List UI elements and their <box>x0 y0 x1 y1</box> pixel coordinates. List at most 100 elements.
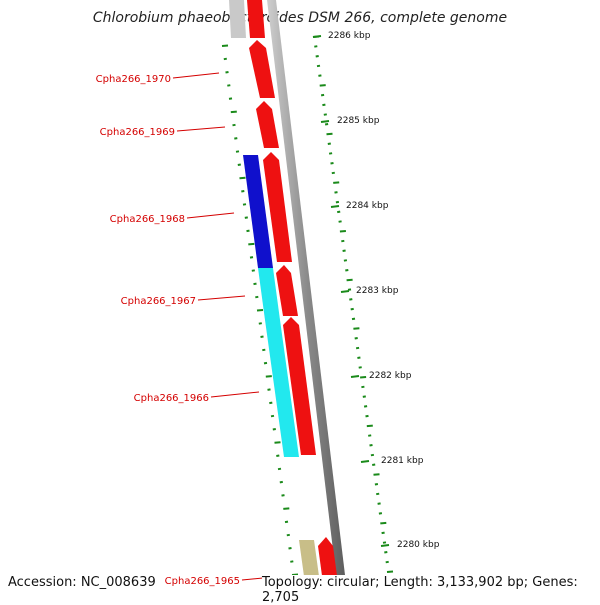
left-track-tick <box>246 229 250 233</box>
left-track-tick <box>277 467 282 471</box>
gene-cyan-cpha266-1967[interactable] <box>258 268 280 320</box>
left-track-tick <box>276 454 280 457</box>
right-track-tick <box>384 551 388 554</box>
left-track-tick <box>279 480 283 484</box>
right-track-tick <box>335 200 340 204</box>
left-track-tick <box>284 520 289 524</box>
right-track-tick <box>345 269 349 272</box>
right-track-tick <box>355 346 360 350</box>
right-track-tick <box>378 512 383 515</box>
right-track-tick <box>349 298 353 301</box>
right-track-tick <box>331 171 335 175</box>
kbp-tick <box>312 35 322 38</box>
gene-label-cpha266-1967[interactable]: Cpha266_1967 <box>121 296 196 307</box>
right-track-tick <box>346 278 353 282</box>
gene-label-cpha266-1966[interactable]: Cpha266_1966 <box>134 393 209 404</box>
right-track-tick <box>351 317 356 321</box>
right-track-tick <box>376 492 380 496</box>
kbp-tick <box>350 375 360 378</box>
gene-red-cpha266-1967[interactable] <box>276 265 298 316</box>
right-track-tick <box>319 84 326 87</box>
right-track-tick <box>316 64 321 68</box>
gene-labels: Cpha266_1970 Cpha266_1969 Cpha266_1968 C… <box>96 72 284 587</box>
label-leader <box>176 126 226 132</box>
gene-blue-cpha266-1968[interactable] <box>243 155 273 268</box>
left-track-tick <box>291 573 299 576</box>
gene-red-cpha266-1969[interactable] <box>256 101 279 148</box>
right-track-tick <box>334 191 338 194</box>
left-track-tick <box>283 507 290 510</box>
label-leader <box>186 212 235 219</box>
right-track-tick <box>326 132 333 136</box>
kbp-label-2281: 2281 kbp <box>381 456 424 466</box>
left-track-tick <box>253 282 257 286</box>
right-track-tick <box>373 473 380 476</box>
label-leader <box>172 72 220 79</box>
label-leader <box>197 295 246 301</box>
left-track-tick <box>248 242 255 246</box>
label-leader <box>210 391 260 398</box>
left-track-tick <box>221 44 229 47</box>
gene-label-cpha266-1970[interactable]: Cpha266_1970 <box>96 74 171 85</box>
kbp-tick <box>330 205 340 208</box>
gene-red-top[interactable] <box>247 0 265 38</box>
gene-label-cpha266-1968[interactable]: Cpha266_1968 <box>110 214 185 225</box>
right-track-tick <box>386 570 394 573</box>
left-track-tick <box>286 533 290 537</box>
left-track-tick <box>256 309 264 312</box>
left-track-tick <box>239 176 246 180</box>
topology-text: Topology: circular; Length: 3,133,902 bp… <box>262 575 600 605</box>
genome-title: Chlorobium phaeobacteroides DSM 266, com… <box>92 10 508 26</box>
left-track-tick <box>274 441 281 444</box>
gene-red-cpha266-1970[interactable] <box>249 40 275 98</box>
left-track-tick <box>237 163 241 166</box>
forward-strand-genes <box>247 0 340 598</box>
gene-red-cpha266-1968[interactable] <box>263 152 292 262</box>
right-track-tick <box>377 502 381 505</box>
right-track-tick <box>361 385 365 389</box>
right-track-tick <box>318 74 322 77</box>
kbp-label-2280: 2280 kbp <box>397 540 440 550</box>
left-track-tick <box>251 269 255 272</box>
left-track-tick <box>225 71 229 74</box>
right-track-tick <box>339 230 346 233</box>
right-track-tick <box>354 337 358 340</box>
right-track-tick <box>363 405 368 408</box>
left-track-tick <box>262 348 266 352</box>
right-track-tick <box>347 288 352 291</box>
kbp-label-2286: 2286 kbp <box>328 31 371 41</box>
gene-label-cpha266-1969[interactable]: Cpha266_1969 <box>100 127 175 138</box>
gene-label-cpha266-1965[interactable]: Cpha266_1965 <box>165 576 240 587</box>
right-track-tick <box>374 483 379 486</box>
right-track-tick <box>333 181 340 184</box>
position-markers: 2286 kbp 2285 kbp 2284 kbp 2283 kbp 2282… <box>312 31 440 550</box>
right-track-tick <box>380 521 387 525</box>
right-track-tick <box>365 414 369 418</box>
kbp-label-2282: 2282 kbp <box>369 371 412 381</box>
left-track-tick <box>258 322 262 325</box>
right-track-tick <box>343 259 348 262</box>
right-track-tick <box>350 307 354 311</box>
left-track-tick <box>281 494 285 497</box>
right-track-tick <box>357 356 361 359</box>
kbp-label-2285: 2285 kbp <box>337 116 380 126</box>
right-track-tick <box>330 162 334 165</box>
gene-cyan-cpha266-1966[interactable] <box>265 320 299 457</box>
right-track-tick <box>342 249 346 252</box>
kbp-label-2284: 2284 kbp <box>346 201 389 211</box>
left-track-tick <box>227 84 231 87</box>
gene-grey-top[interactable] <box>229 0 246 38</box>
right-track-tick <box>381 531 385 535</box>
left-track-tick <box>263 361 268 365</box>
right-track-tick <box>368 434 372 437</box>
right-track-tick <box>324 123 329 126</box>
right-track-tick <box>360 376 367 379</box>
left-track-tick <box>260 335 264 338</box>
left-track-tick <box>235 150 240 153</box>
right-track-tick <box>320 93 325 97</box>
right-track-tick <box>366 424 373 428</box>
left-track-tick <box>265 375 272 378</box>
right-track-tick <box>327 142 331 145</box>
gene-red-cpha266-1966[interactable] <box>283 317 316 455</box>
